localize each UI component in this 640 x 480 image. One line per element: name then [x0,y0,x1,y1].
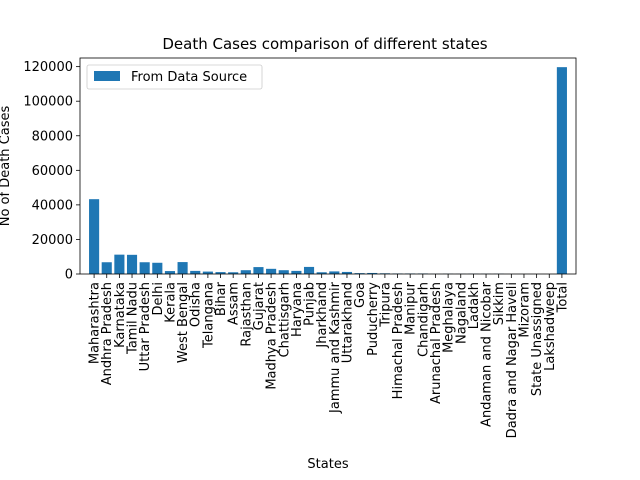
x-tick-label: Uttar Pradesh [138,282,153,371]
x-tick-label: Tamil Nadu [126,282,141,355]
x-tick-label: Lakshadweep [543,282,558,371]
bar-delhi [152,262,163,274]
x-tick-label: Karnataka [113,282,128,348]
plot-frame [79,57,577,275]
x-tick-label: Manipur [404,281,419,335]
x-tick-label: Kerala [163,282,178,323]
y-axis: 0 20000 40000 60000 80000 100000 120000 [23,60,80,283]
bar-gujarat [253,267,264,274]
bar-uttarakhand [341,271,353,274]
x-tick-label: Puducherry [366,282,381,356]
x-tick-label: Total [555,282,570,313]
bar-maharashtra [89,199,100,274]
x-tick-label: Delhi [151,282,166,315]
x-tick-label: Telangana [201,282,216,349]
x-tick-label: Jharkhand [315,282,330,349]
bar-assam [228,272,239,274]
bar-punjab [303,266,315,274]
y-tick-label: 120000 [23,60,73,75]
bar-bihar [215,272,226,274]
bar-telangana [202,271,213,274]
x-tick-label: Arunachal Pradesh [429,282,444,404]
x-tick-label: Punjab [303,282,318,326]
bar-goa [354,273,365,274]
x-tick-label: Andaman and Nicobar [480,281,495,427]
bar-jammu-and-kashmir [329,271,340,274]
x-tick-label: Gujarat [252,282,267,330]
bar-chattisgarh [278,270,289,274]
x-tick-label: Odisha [189,282,204,327]
x-tick-label: Goa [353,282,368,308]
x-tick-label: Tripura [378,282,393,328]
bar-rajasthan [240,270,251,274]
y-tick-label: 100000 [23,95,73,110]
x-tick-label: Andhra Pradesh [100,282,115,385]
bar-jharkhand [316,272,327,274]
bar-kerala [164,271,176,274]
x-tick-label: Nagaland [454,282,469,344]
legend: From Data Source [86,64,263,90]
x-tick-label: Chattisgarh [277,282,292,357]
y-tick-label: 80000 [32,129,73,144]
legend-swatch [94,71,120,81]
x-tick-label: Uttarakhand [340,282,355,363]
chart-title: Death Cases comparison of different stat… [162,35,487,53]
bar-total [556,67,567,274]
x-tick-label: Bihar [214,281,229,316]
x-tick-label: Chandigarh [416,282,431,357]
x-tick-label: Rajasthan [239,282,254,347]
bar-karnataka [114,254,125,274]
x-tick-label: West Bengal [176,282,191,363]
x-tick-label: Jammu and Kashmir [328,281,343,414]
x-tick-label: Assam [227,282,242,325]
bar-uttar-pradesh [139,262,150,274]
x-tick-label: Ladakh [467,282,482,329]
bar-tamil-nadu [126,254,138,274]
bars-group [89,67,567,274]
x-tick-label: Meghalaya [442,282,457,353]
x-tick-label: State Unassigned [530,282,545,396]
bar-haryana [291,270,302,274]
x-axis-label: States [307,457,348,472]
x-tick-label: Dadra and Nagar Haveli [505,282,520,438]
bar-andhra-pradesh [101,262,112,274]
x-tick-label: Haryana [290,282,305,337]
bar-puducherry [367,272,378,274]
y-axis-label: No of Death Cases [0,106,13,227]
x-tick-label: Mizoram [517,282,532,338]
x-tick-label: Sikkim [492,282,507,325]
bar-madhya-pradesh [266,268,277,274]
y-tick-label: 0 [65,268,73,283]
x-tick-label: Himachal Pradesh [391,282,406,399]
legend-label: From Data Source [131,70,247,85]
x-tick-label: Maharashtra [88,282,103,364]
x-tick-label: Madhya Pradesh [265,282,280,390]
y-tick-label: 20000 [32,233,73,248]
legend-box [86,64,263,90]
y-tick-label: 60000 [32,164,73,179]
bar-odisha [190,270,201,274]
y-tick-label: 40000 [32,198,73,213]
bar-west-bengal [177,262,188,274]
